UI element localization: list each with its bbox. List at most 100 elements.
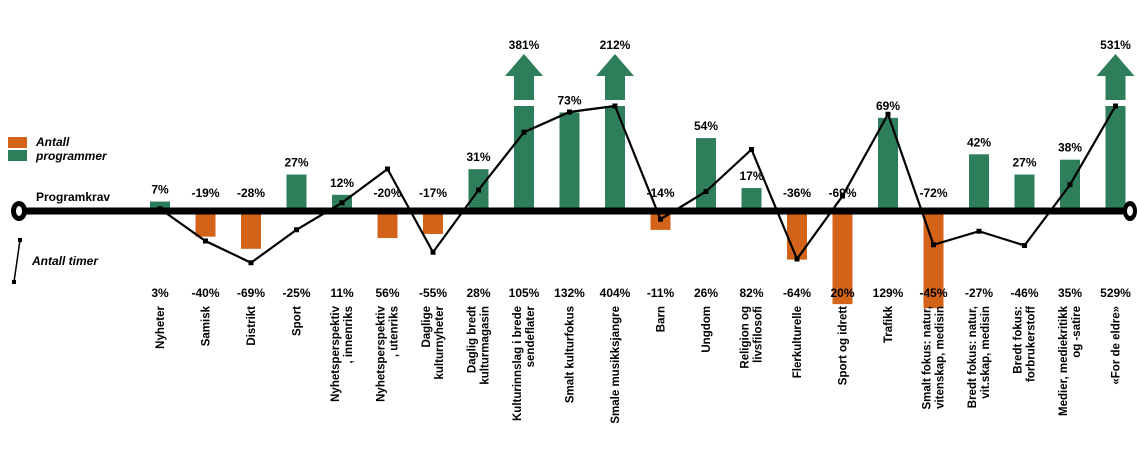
bar-smale-musikksjangre <box>605 106 625 211</box>
programs-label-nyhetsperspektiv-utenriks: -20% <box>373 186 401 200</box>
legend-line-point-top <box>18 238 22 242</box>
hours-label-kulturinnslag-i-brede-sendeflater: 105% <box>509 286 540 300</box>
category-sport-og-idrett: Sport og idrett <box>838 306 850 385</box>
legend-line-marker <box>13 239 21 283</box>
programs-label-medier-mediekritikk-og-satire: 38% <box>1058 141 1082 155</box>
hours-label-smalt-fokus-natur-vitenskap-medisin: -45% <box>919 286 947 300</box>
hours-label-ungdom: 26% <box>694 286 718 300</box>
bar-smalt-kulturfokus <box>559 112 580 211</box>
hours-label-religion-og-livsfilosofi: 82% <box>739 286 763 300</box>
hours-label-smalt-kulturfokus: 132% <box>554 286 585 300</box>
category-kulturinnslag-i-brede-sendeflater: Kulturinnslag i bredesendeflater <box>512 305 537 421</box>
hours-label-barn: -11% <box>647 286 675 300</box>
bar-samisk <box>195 211 216 237</box>
hours-value-labels: 3% -40% -69% -25% 11% 56% -55% 28% 105% 132% 404% -… <box>151 286 1131 300</box>
hours-point-trafikk <box>885 111 891 117</box>
bar-nyhetsperspektiv-utenriks <box>377 211 398 238</box>
hours-label-sport: -25% <box>282 286 310 300</box>
category-ungdom: Ungdom <box>701 306 713 353</box>
category-nyhetsperspektiv-utenriks: Nyhetsperspektiv, utenriks <box>376 305 401 401</box>
programs-label-ungdom: 54% <box>694 119 718 133</box>
programs-label-samisk: -19% <box>191 186 219 200</box>
category-flerkulturelle: Flerkulturelle <box>792 306 804 378</box>
category-bredt-fokus-natur-vit-skap-medisin: Bredt fokus: natur,vit.skap, medisin <box>967 306 992 408</box>
hours-point-for-de-eldre <box>1113 103 1118 109</box>
legend: Antall programmer Antall timer <box>8 135 108 284</box>
baseline-layer: Programkrav <box>11 190 1137 221</box>
hours-point-distrikt <box>248 260 254 266</box>
category-for-de-eldre: «For de eldre» <box>1111 306 1123 385</box>
programs-label-nyhetsperspektiv-innenriks: 12% <box>330 176 354 190</box>
category-smalt-fokus-natur-vitenskap-medisin: Smalt fokus: natur,vitenskap, medisin <box>922 306 947 410</box>
category-daglige-kulturnyheter: Dagligekulturnyheter <box>421 305 446 379</box>
hours-point-samisk <box>203 238 208 244</box>
hours-point-ungdom <box>703 189 709 194</box>
programs-label-distrikt: -28% <box>237 186 265 200</box>
hours-label-sport-og-idrett: 20% <box>830 286 854 300</box>
hours-label-bredt-fokus-forbrukerstoff: -46% <box>1010 286 1038 300</box>
bar-ungdom <box>696 138 716 211</box>
programs-label-for-de-eldre: 531% <box>1100 38 1131 52</box>
programs-label-kulturinnslag-i-brede-sendeflater: 381% <box>509 38 540 52</box>
programs-label-barn: -14% <box>646 186 674 200</box>
baseline-right-cap-hole <box>1127 206 1133 216</box>
hours-point-kulturinnslag-i-brede-sendeflater <box>521 129 527 135</box>
bar-trafikk <box>878 117 898 211</box>
hours-point-sport-og-idrett <box>840 193 845 199</box>
hours-series-line <box>159 104 1117 265</box>
legend-label-hours: Antall timer <box>31 254 99 268</box>
hours-label-bredt-fokus-natur-vit-skap-medisin: -27% <box>965 286 993 300</box>
category-religion-og-livsfilosofi: Religion oglivsfilosofi <box>740 306 765 369</box>
hours-line-layer <box>157 103 1118 266</box>
overflow-arrow-kulturinnslag-i-brede-sendeflater <box>505 54 543 100</box>
category-samisk: Samisk <box>201 305 213 346</box>
overflow-arrow-for-de-eldre <box>1096 54 1135 100</box>
hours-point-smalt-kulturfokus <box>567 109 572 115</box>
hours-point-daglig-bredt-kulturmagasin <box>476 187 481 193</box>
hours-point-flerkulturelle <box>794 256 800 262</box>
hours-label-nyhetsperspektiv-innenriks: 11% <box>330 286 354 300</box>
bar-daglige-kulturnyheter <box>423 211 443 234</box>
hours-point-religion-og-livsfilosofi <box>749 147 754 152</box>
hours-point-smalt-fokus-natur-vitenskap-medisin <box>931 242 936 248</box>
bar-smalt-fokus-natur-vitenskap-medisin <box>923 211 944 309</box>
category-nyhetsperspektiv-innenriks: Nyhetsperspektiv, innenriks <box>330 305 355 401</box>
bar-flerkulturelle <box>787 211 807 260</box>
programs-label-bredt-fokus-forbrukerstoff: 27% <box>1012 156 1036 170</box>
programs-label-daglig-bredt-kulturmagasin: 31% <box>466 150 490 164</box>
category-trafikk: Trafikk <box>883 305 895 343</box>
programs-label-smale-musikksjangre: 212% <box>600 38 631 52</box>
legend-label-programs: Antall programmer <box>35 135 108 163</box>
hours-point-medier-mediekritikk-og-satire <box>1067 182 1073 188</box>
programs-label-smalt-kulturfokus: 73% <box>557 93 581 107</box>
hours-label-nyhetsperspektiv-utenriks: 56% <box>375 286 399 300</box>
bar-sport <box>286 174 307 211</box>
category-bredt-fokus-forbrukerstoff: Bredt fokus:forbrukerstoff <box>1013 306 1038 382</box>
hours-label-samisk: -40% <box>191 286 219 300</box>
category-nyheter: Nyheter <box>155 305 167 348</box>
programs-label-sport-og-idrett: -69% <box>828 186 856 200</box>
programs-label-nyheter: 7% <box>151 183 169 197</box>
bar-religion-og-livsfilosofi <box>741 188 762 211</box>
baseline-label: Programkrav <box>36 190 110 204</box>
hours-label-daglig-bredt-kulturmagasin: 28% <box>466 286 490 300</box>
hours-point-bredt-fokus-forbrukerstoff <box>1022 243 1027 248</box>
hours-label-flerkulturelle: -64% <box>783 286 811 300</box>
hours-point-sport <box>294 227 299 233</box>
legend-line-point-bottom <box>12 280 16 284</box>
bar-bredt-fokus-natur-vit-skap-medisin <box>969 154 989 211</box>
programs-label-smalt-fokus-natur-vitenskap-medisin: -72% <box>919 186 947 200</box>
hours-label-medier-mediekritikk-og-satire: 35% <box>1058 286 1082 300</box>
bars-layer <box>150 106 1126 309</box>
programs-label-daglige-kulturnyheter: -17% <box>419 186 447 200</box>
legend-swatch-positive <box>8 150 27 161</box>
bar-distrikt <box>241 211 261 249</box>
hours-label-nyheter: 3% <box>151 286 169 300</box>
baseline-left-cap-hole <box>16 206 22 216</box>
category-labels: Nyheter Samisk Distrikt Sport Nyhetsperspekt… <box>155 305 1123 423</box>
category-barn: Barn <box>656 306 668 332</box>
hours-point-bredt-fokus-natur-vit-skap-medisin <box>976 228 982 234</box>
bar-for-de-eldre <box>1105 106 1126 211</box>
hours-label-for-de-eldre: 529% <box>1100 286 1131 300</box>
